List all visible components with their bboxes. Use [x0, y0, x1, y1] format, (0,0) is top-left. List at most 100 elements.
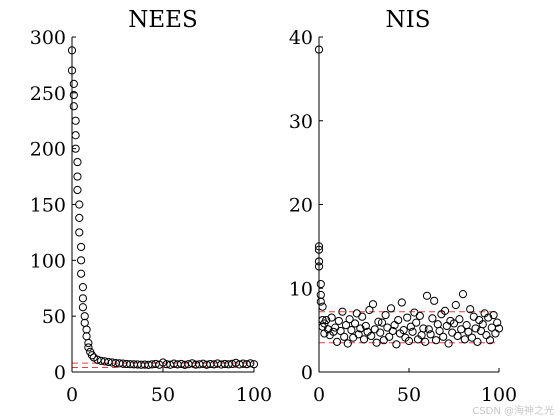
nees-point: [69, 90, 78, 100]
nis-point: [469, 312, 478, 321]
nis-y-tick-label: 40: [289, 27, 313, 49]
nis-point: [422, 291, 432, 300]
nis-point: [397, 298, 406, 307]
nees-point: [80, 312, 89, 321]
nees-point: [69, 79, 78, 89]
nees-y-tick-label: 200: [30, 139, 66, 161]
nees-point: [69, 102, 78, 111]
nis-x-tick-label: 100: [481, 384, 517, 406]
nees-point: [78, 283, 88, 292]
nees-point: [71, 131, 80, 140]
nis-y-tick-label: 20: [289, 195, 313, 217]
nis-point: [349, 333, 358, 342]
nees-point: [75, 200, 84, 209]
nis-point: [354, 330, 363, 339]
nis-y-tick-label: 0: [301, 362, 313, 384]
nees-point: [158, 358, 168, 367]
nees-point: [78, 294, 88, 303]
nees-point: [77, 242, 86, 252]
nis-point: [421, 337, 430, 346]
nees-point: [73, 185, 82, 195]
nis-point: [358, 312, 367, 321]
nees-point: [82, 325, 91, 334]
nis-point: [350, 319, 360, 328]
nees-point: [246, 359, 255, 368]
nis-point: [485, 336, 495, 345]
nees-y-tick-label: 150: [30, 195, 66, 217]
nis-point: [341, 321, 351, 330]
nis-point: [376, 328, 385, 337]
nis-point: [489, 310, 498, 320]
nees-point: [84, 338, 93, 348]
nees-point: [77, 269, 86, 278]
nis-point: [368, 300, 378, 309]
nis-point: [431, 336, 441, 345]
nis-point: [399, 326, 408, 335]
nis-point: [361, 321, 370, 331]
nis-point: [451, 300, 460, 310]
nees-point: [87, 351, 97, 360]
nis-point: [318, 302, 327, 311]
nis-point: [377, 318, 387, 327]
nees-point: [82, 332, 91, 341]
nis-point: [316, 279, 325, 289]
nis-point: [493, 318, 502, 327]
nis-point: [327, 313, 336, 322]
nis-point: [449, 319, 459, 328]
nis-point: [359, 335, 369, 344]
nis-point: [356, 324, 365, 333]
nis-panel: NIS 0 10 20 30 40 0 50 100: [289, 7, 517, 406]
nees-x-tick-label: 100: [236, 384, 272, 406]
nis-point: [412, 318, 421, 327]
nis-point: [448, 328, 457, 337]
nees-point: [77, 256, 86, 265]
nis-point: [419, 324, 428, 333]
nees-point: [75, 228, 84, 237]
nis-point: [370, 325, 379, 334]
nis-point: [482, 331, 491, 340]
nis-point: [347, 326, 356, 335]
nis-point: [464, 327, 473, 336]
nis-point: [455, 315, 464, 324]
nees-x-tick-label: 50: [151, 384, 175, 406]
watermark-text: CSDN @海神之光: [472, 406, 554, 417]
nis-point: [439, 332, 448, 341]
nis-point: [462, 321, 471, 330]
nis-point: [494, 324, 504, 333]
nees-panel: NEES 0 50 100 150 200 250 300 0 50 100: [30, 7, 272, 406]
nis-axes: 0 10 20 30 40 0 50 100: [289, 27, 517, 406]
nis-point: [467, 333, 477, 342]
nis-point: [385, 332, 394, 341]
nis-point: [383, 323, 392, 332]
nis-point: [332, 337, 342, 346]
nis-point: [322, 315, 331, 325]
nees-point: [249, 360, 259, 369]
nis-point: [426, 330, 435, 339]
nis-point: [484, 313, 493, 322]
nis-point: [388, 326, 397, 336]
nis-markers: [314, 45, 504, 349]
nis-point: [433, 320, 442, 329]
nis-point: [457, 325, 466, 334]
nees-axes: 0 50 100 150 200 250 300 0 50 100: [30, 27, 272, 406]
nis-point: [338, 307, 347, 316]
nis-point: [394, 315, 403, 325]
nees-y-tick-label: 250: [30, 83, 66, 105]
nis-point: [336, 326, 345, 336]
nis-point: [444, 339, 453, 348]
nees-x-tick-label: 0: [66, 384, 78, 406]
nis-point: [316, 290, 325, 300]
nis-point: [334, 316, 343, 326]
nees-y-tick-label: 300: [30, 27, 66, 49]
nis-point: [331, 323, 340, 332]
nees-point: [71, 116, 80, 125]
nis-point: [471, 324, 480, 333]
nis-x-tick-label: 0: [313, 384, 325, 406]
nis-point: [430, 296, 439, 305]
nis-point: [410, 308, 419, 317]
nis-point: [428, 314, 437, 323]
nis-point: [473, 337, 482, 346]
nis-point: [367, 331, 376, 341]
nis-point: [381, 310, 390, 320]
